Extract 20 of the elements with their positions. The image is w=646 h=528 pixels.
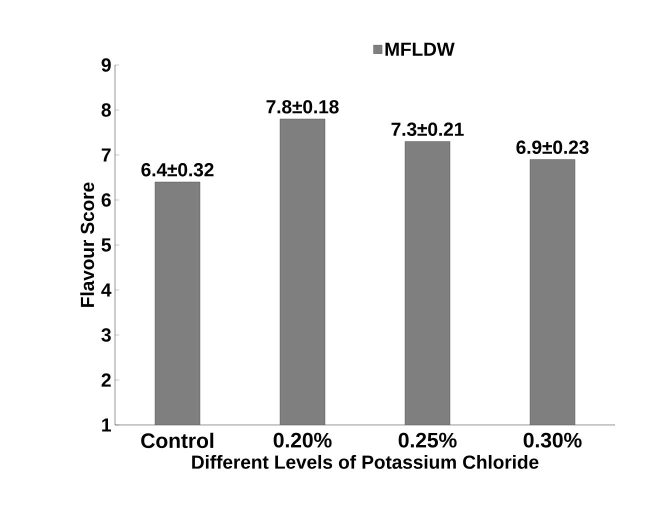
y-tick-label: 3 <box>101 328 111 342</box>
y-tick-label: 1 <box>102 418 111 432</box>
y-tick-label: 6 <box>102 193 111 207</box>
y-axis-title: Flavour Score <box>80 182 94 307</box>
x-axis-title: Different Levels of Potassium Chloride <box>192 454 538 469</box>
data-label: 6.9±0.23 <box>516 140 589 154</box>
x-tick-label: 0.30% <box>524 432 582 448</box>
y-tick-label: 5 <box>102 238 111 252</box>
x-tick-label: 0.25% <box>398 432 457 448</box>
x-tick-label: Control <box>141 432 214 448</box>
y-tick-label: 4 <box>101 283 112 296</box>
y-tick-label: 2 <box>102 373 111 387</box>
x-tick-label: 0.20% <box>274 432 332 448</box>
y-tick-label: 8 <box>102 103 111 117</box>
data-label: 7.8±0.18 <box>266 100 339 114</box>
legend-label: MFLDW <box>386 42 455 56</box>
y-tick-label: 9 <box>102 58 111 72</box>
data-label: 6.4±0.32 <box>141 163 214 176</box>
data-label: 7.3±0.21 <box>392 122 464 136</box>
y-tick-label: 7 <box>102 148 111 162</box>
